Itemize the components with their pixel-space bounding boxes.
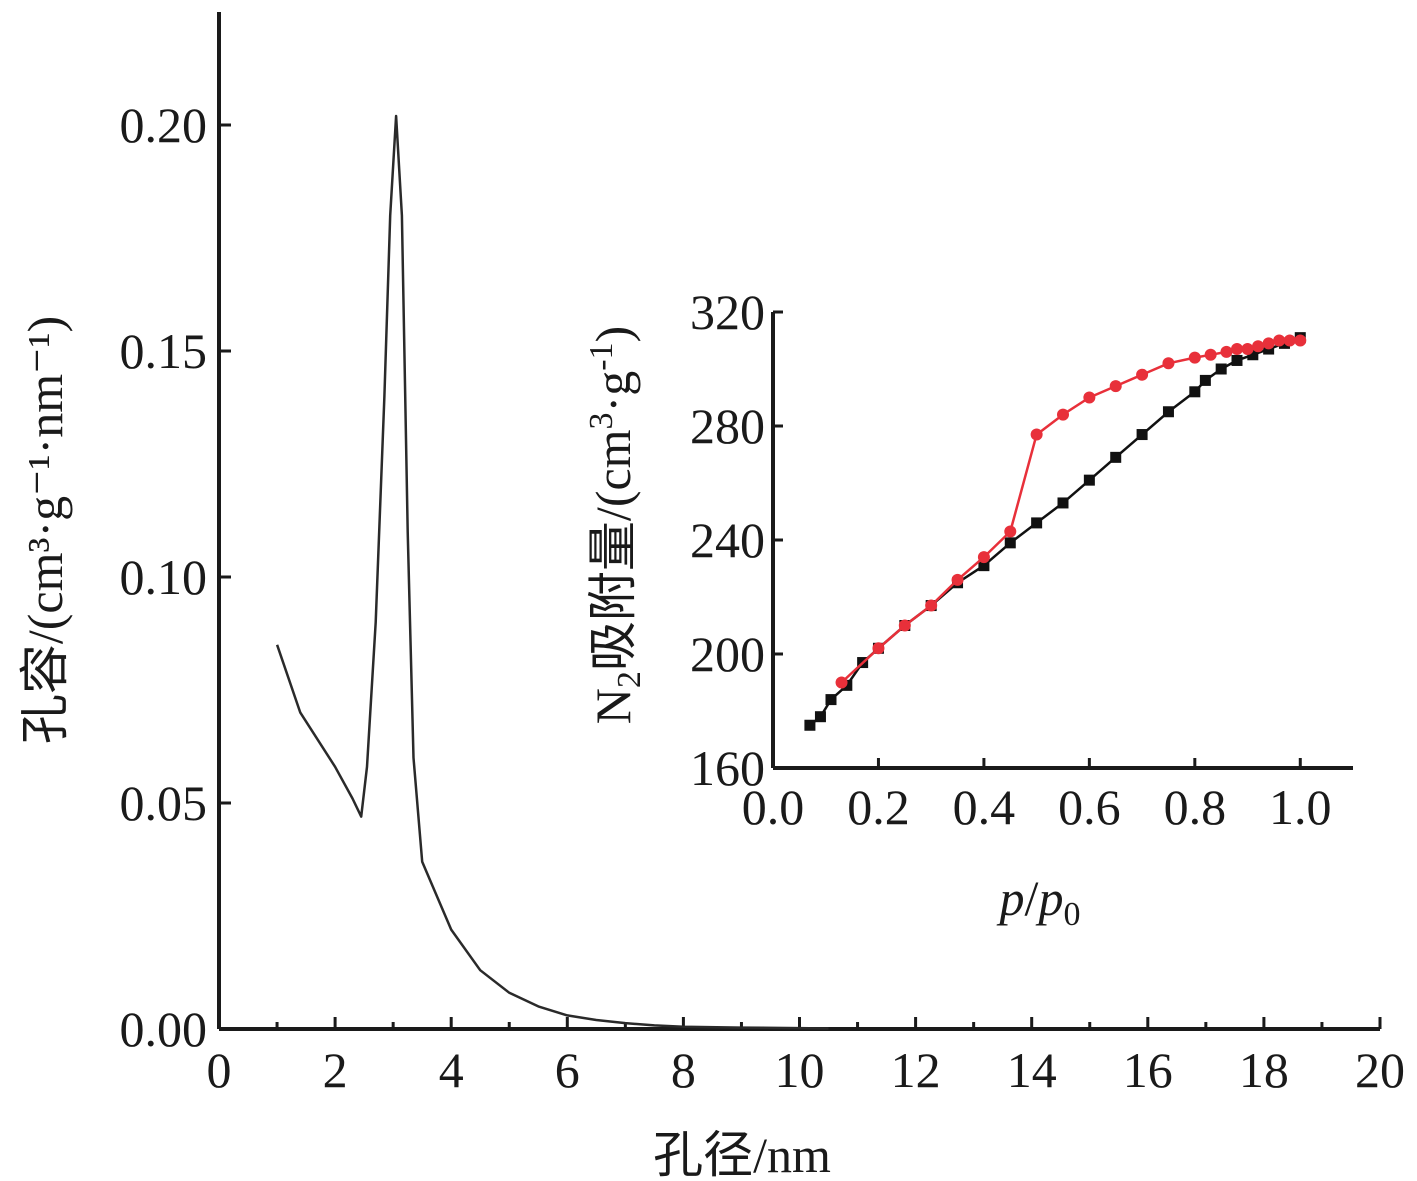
inset-circle-marker — [1273, 334, 1286, 347]
main-series — [275, 114, 829, 1030]
inset-y-tick-label: 320 — [690, 284, 765, 340]
inset-circle-marker — [977, 551, 990, 564]
main-y-axis-title: 孔容/(cm³·g⁻¹·nm⁻¹) — [17, 316, 73, 744]
inset-x-axis-title: p/p0 — [997, 870, 1081, 933]
inset-y-axis-title: N2吸附量/(cm3·g-1) — [583, 326, 648, 724]
inset-chart: 0.0 0.2 0.4 0.6 0.8 1.0 160 200 240 280 320 p/p0 N… — [583, 284, 1353, 933]
main-chart: 0 2 4 6 8 10 12 14 16 18 20 0.00 0.05 0.10 0.15 0.20 孔径… — [17, 12, 1405, 1181]
inset-square-marker — [804, 719, 816, 731]
inset-circle-marker — [872, 642, 885, 655]
inset-x-tick-label: 1.0 — [1269, 779, 1332, 835]
inset-square-marker — [1199, 374, 1211, 386]
inset-square-marker — [825, 694, 837, 706]
inset-y-tick-label: 200 — [690, 626, 765, 682]
inset-circle-marker — [1162, 357, 1175, 370]
inset-square-marker — [1110, 451, 1122, 463]
inset-circle-marker — [1283, 334, 1296, 347]
inset-series-line — [809, 336, 1301, 727]
inset-y-tick-label: 160 — [690, 740, 765, 796]
main-x-tick-label: 8 — [671, 1042, 696, 1098]
inset-square-marker — [1162, 406, 1174, 418]
main-x-tick-label: 20 — [1355, 1042, 1405, 1098]
inset-x-tick-label: 0.0 — [742, 779, 805, 835]
inset-circle-marker — [1083, 391, 1096, 404]
main-x-tick-label: 14 — [1007, 1042, 1057, 1098]
main-x-tick-label: 0 — [207, 1042, 232, 1098]
main-x-tick-label: 16 — [1123, 1042, 1173, 1098]
inset-circle-marker — [1030, 428, 1043, 441]
inset-x-tick-label: 0.6 — [1058, 779, 1121, 835]
inset-circle-marker — [835, 676, 848, 689]
inset-square-marker — [814, 711, 826, 723]
main-x-tick-label: 12 — [891, 1042, 941, 1098]
main-y-tick-label: 0.15 — [120, 323, 208, 379]
inset-circle-marker — [898, 619, 911, 632]
inset-series-line — [840, 339, 1301, 684]
inset-x-tick-label: 0.2 — [847, 779, 910, 835]
main-series-line — [275, 114, 829, 1030]
main-x-tick-label: 6 — [555, 1042, 580, 1098]
inset-circle-marker — [1252, 340, 1265, 353]
main-x-axis-title: 孔径/nm — [653, 1127, 831, 1181]
inset-circle-marker — [1241, 343, 1254, 356]
inset-series — [804, 332, 1307, 731]
inset-square-marker — [1189, 386, 1201, 398]
main-y-tick-label: 0.20 — [120, 97, 208, 153]
inset-circle-marker — [1294, 334, 1307, 347]
inset-circle-marker — [1109, 380, 1122, 393]
main-y-tick-label: 0.05 — [120, 775, 208, 831]
main-x-tick-label: 10 — [775, 1042, 825, 1098]
inset-circle-marker — [1262, 337, 1275, 350]
inset-square-marker — [1215, 363, 1227, 375]
inset-square-marker — [1004, 537, 1016, 549]
inset-circle-marker — [1188, 351, 1201, 364]
inset-circle-marker — [925, 599, 938, 612]
inset-x-tick-label: 0.8 — [1164, 779, 1227, 835]
main-y-tick-label: 0.00 — [120, 1001, 208, 1057]
inset-square-marker — [1057, 497, 1069, 509]
inset-square-marker — [978, 560, 990, 572]
inset-ticks: 0.0 0.2 0.4 0.6 0.8 1.0 160 200 240 280 320 — [690, 284, 1332, 835]
main-ticks: 0 2 4 6 8 10 12 14 16 18 20 0.00 0.05 0.10 0.15 0.20 — [120, 97, 1406, 1098]
inset-axes — [771, 312, 1353, 770]
inset-circle-marker — [951, 573, 964, 586]
inset-y-tick-label: 240 — [690, 512, 765, 568]
inset-square-marker — [1247, 349, 1259, 361]
inset-circle-marker — [1004, 525, 1017, 538]
inset-circle-marker — [1204, 348, 1217, 361]
main-x-tick-label: 4 — [439, 1042, 464, 1098]
main-y-tick-label: 0.10 — [120, 549, 208, 605]
inset-circle-marker — [1136, 368, 1149, 381]
inset-square-marker — [1231, 354, 1243, 366]
inset-circle-marker — [1231, 343, 1243, 356]
inset-circle-marker — [1057, 408, 1069, 421]
inset-square-marker — [1031, 517, 1043, 529]
main-x-tick-label: 18 — [1239, 1042, 1289, 1098]
inset-x-tick-label: 0.4 — [953, 779, 1016, 835]
inset-circle-marker — [1220, 345, 1233, 358]
main-x-tick-label: 2 — [323, 1042, 348, 1098]
inset-y-tick-label: 280 — [690, 398, 765, 454]
inset-square-marker — [1083, 474, 1095, 486]
inset-square-marker — [1136, 429, 1148, 441]
